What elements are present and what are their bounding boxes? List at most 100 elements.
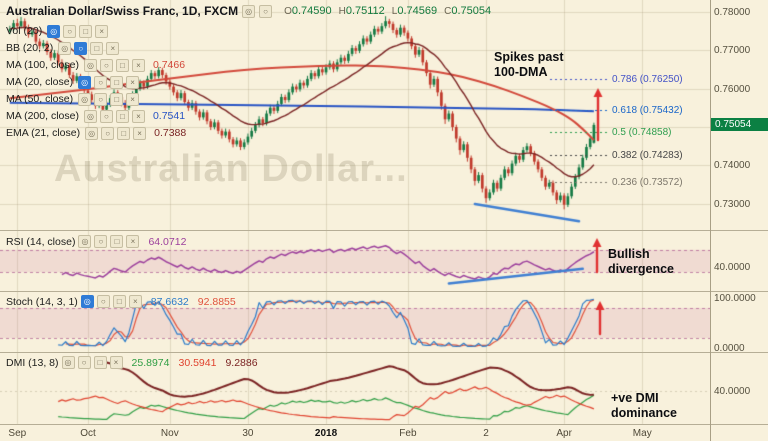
delete-icon[interactable]: ×	[109, 356, 123, 369]
legend-row-ma-200-close[interactable]: MA (200, close) ◎ ○ □ × 0.7541	[6, 109, 186, 123]
time-axis-label: Sep	[8, 428, 27, 439]
settings-icon[interactable]: ○	[99, 109, 113, 123]
source-icon[interactable]: □	[112, 295, 126, 308]
source-icon[interactable]: □	[117, 126, 131, 140]
legend-row-vol-20[interactable]: Vol (20) ◎ ○ □ ×	[6, 24, 186, 38]
annotation-dmi-dominance[interactable]: +ve DMI dominance	[611, 391, 677, 421]
ohlc-letter: L	[391, 6, 398, 17]
indicator-label: MA (20, close)	[6, 76, 74, 88]
visibility-icon[interactable]: ◎	[85, 126, 99, 140]
rsi-legend[interactable]: RSI (14, close) ◎ ○ □ × 64.0712	[6, 235, 186, 248]
settings-icon[interactable]: ○	[96, 295, 110, 308]
indicator-label: Stoch (14, 3, 1)	[6, 295, 78, 308]
price-axis-separator[interactable]	[710, 0, 711, 441]
indicator-value: 9.2886	[225, 356, 258, 369]
pane-separator[interactable]	[0, 230, 768, 231]
settings-icon[interactable]: ○	[63, 24, 77, 38]
visibility-icon[interactable]: ◎	[58, 41, 72, 55]
visibility-icon[interactable]: ◎	[78, 235, 92, 248]
delete-icon[interactable]: ×	[95, 24, 109, 38]
ohlc-h: H 0.75112	[339, 5, 385, 17]
settings-icon[interactable]: ○	[94, 235, 108, 248]
indicator-value: 64.0712	[148, 235, 187, 248]
annotation-bullish-divergence[interactable]: Bullish divergence	[608, 247, 674, 277]
delete-icon[interactable]: ×	[128, 295, 142, 308]
indicator-value: 0.7388	[154, 127, 187, 139]
time-axis-label: Nov	[160, 428, 179, 439]
delete-icon[interactable]: ×	[126, 92, 140, 106]
visibility-icon[interactable]: ◎	[47, 24, 61, 38]
settings-icon[interactable]: ○	[77, 356, 91, 369]
visibility-icon[interactable]: ◎	[83, 109, 97, 123]
indicator-value: 0.7466	[152, 59, 186, 71]
time-axis-label: 2	[483, 428, 489, 439]
indicator-value: 30.5941	[178, 356, 217, 369]
visibility-icon[interactable]: ◎	[83, 58, 97, 72]
legend-row-bb-20-2[interactable]: BB (20, 2) ◎ ○ □ ×	[6, 41, 186, 55]
settings-icon[interactable]: ○	[101, 126, 115, 140]
source-icon[interactable]: □	[110, 235, 124, 248]
source-icon[interactable]: □	[115, 109, 129, 123]
fib-level-label: 0.382 (0.74283)	[612, 149, 683, 161]
source-icon[interactable]: □	[115, 58, 129, 72]
annotation-line: Spikes past	[494, 50, 564, 64]
visibility-icon[interactable]: ◎	[78, 92, 92, 106]
visibility-icon[interactable]: ◎	[78, 75, 92, 89]
indicator-label: DMI (13, 8)	[6, 356, 59, 369]
price-axis-label: 0.76000	[714, 83, 751, 95]
legend-row-ma-50-close[interactable]: MA (50, close) ◎ ○ □ ×	[6, 92, 186, 106]
settings-icon[interactable]: ○	[94, 75, 108, 89]
price-axis-label: 0.77000	[714, 45, 751, 57]
settings-icon[interactable]: ○	[94, 92, 108, 106]
indicator-label: BB (20, 2)	[6, 42, 54, 54]
settings-icon[interactable]: ○	[99, 58, 113, 72]
ohlc-o: O 0.74590	[284, 5, 332, 17]
pane-separator[interactable]	[0, 291, 768, 292]
ohlc-letter: O	[284, 6, 292, 17]
symbol-title[interactable]: Australian Dollar/Swiss Franc, 1D, FXCM	[6, 4, 239, 18]
time-axis-label: May	[632, 428, 652, 439]
delete-icon[interactable]: ×	[126, 75, 140, 89]
annotation-line: dominance	[611, 406, 677, 420]
settings-icon[interactable]: ○	[259, 4, 273, 18]
source-icon[interactable]: □	[90, 41, 104, 55]
indicator-label: MA (50, close)	[6, 93, 74, 105]
indicator-legend: Vol (20) ◎ ○ □ × BB (20, 2) ◎ ○ □ × MA (100, close…	[6, 24, 186, 143]
fib-level-label: 0.5 (0.74858)	[612, 127, 672, 139]
time-axis-label: Feb	[399, 428, 417, 439]
source-icon[interactable]: □	[110, 75, 124, 89]
indicator-axis-label: 40.0000	[714, 261, 751, 273]
pane-separator[interactable]	[0, 352, 768, 353]
delete-icon[interactable]: ×	[131, 58, 145, 72]
source-icon[interactable]: □	[110, 92, 124, 106]
source-icon[interactable]: □	[93, 356, 107, 369]
legend-row-ema-21-close[interactable]: EMA (21, close) ◎ ○ □ × 0.7388	[6, 126, 186, 140]
visibility-icon[interactable]: ◎	[61, 356, 75, 369]
pane-separator[interactable]	[0, 424, 768, 425]
ohlc-l: L 0.74569	[392, 5, 437, 17]
time-axis-label: Oct	[80, 428, 96, 439]
source-icon[interactable]: □	[79, 24, 93, 38]
annotation-line: divergence	[608, 262, 675, 276]
visibility-icon[interactable]: ◎	[80, 295, 94, 308]
visibility-icon[interactable]: ◎	[242, 4, 256, 18]
delete-icon[interactable]: ×	[106, 41, 120, 55]
settings-icon[interactable]: ○	[74, 41, 88, 55]
annotation-spikes-past-100dma[interactable]: Spikes past 100-DMA	[494, 50, 563, 80]
ohlc-letter: H	[338, 6, 346, 17]
ohlc-value: 0.75054	[451, 5, 492, 17]
indicator-axis-label: 100.0000	[714, 293, 756, 304]
price-axis-label: 0.73000	[714, 198, 751, 210]
stoch-legend[interactable]: Stoch (14, 3, 1) ◎ ○ □ × 87.6632 92.8855	[6, 295, 236, 308]
legend-row-ma-100-close[interactable]: MA (100, close) ◎ ○ □ × 0.7466	[6, 58, 186, 72]
delete-icon[interactable]: ×	[133, 126, 147, 140]
ohlc-value: 0.74590	[291, 5, 332, 17]
delete-icon[interactable]: ×	[126, 235, 140, 248]
indicator-value: 0.7541	[152, 110, 186, 122]
delete-icon[interactable]: ×	[131, 109, 145, 123]
dmi-legend[interactable]: DMI (13, 8) ◎ ○ □ × 25.8974 30.5941 9.2886	[6, 356, 258, 369]
legend-row-ma-20-close[interactable]: MA (20, close) ◎ ○ □ ×	[6, 75, 186, 89]
indicator-value: 25.8974	[131, 356, 170, 369]
ohlc-readout: O 0.74590 H 0.75112 L 0.74569 C 0.75054	[284, 5, 498, 17]
